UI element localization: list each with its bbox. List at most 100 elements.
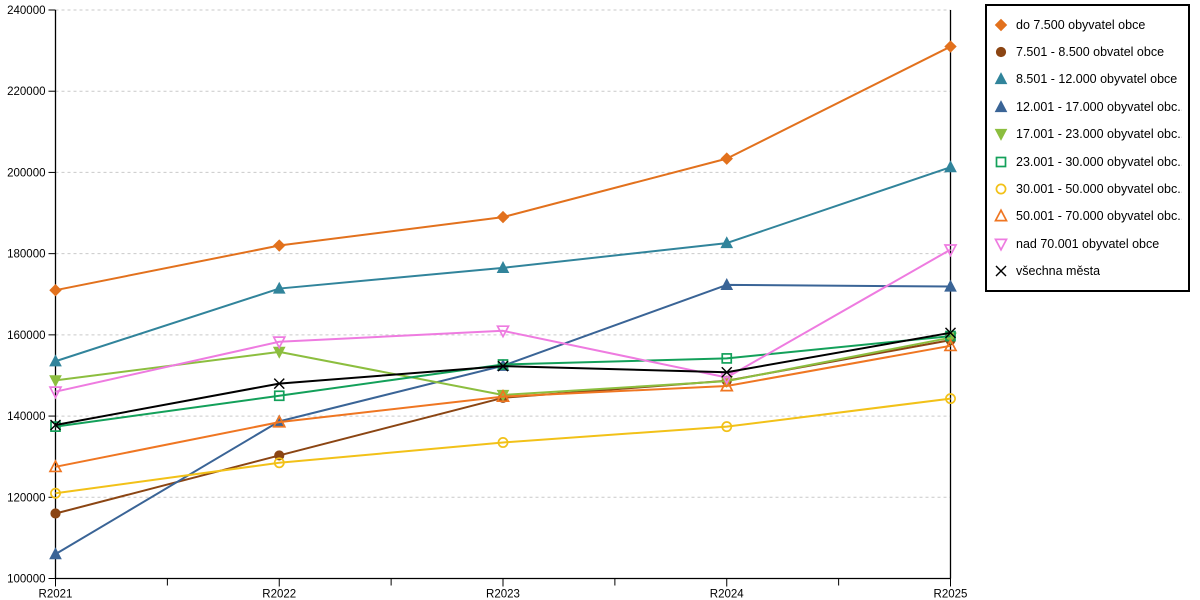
series-marker [273, 378, 285, 390]
legend-marker-shape [995, 265, 1007, 277]
legend-label: 23.001 - 30.000 obyvatel obc... [1016, 154, 1182, 169]
x-axis-label: R2021 [39, 589, 73, 600]
legend-item-1: 7.501 - 8.500 obvatel obce [993, 39, 1182, 65]
legend-label: 17.001 - 23.000 obyvatel obc... [1016, 127, 1182, 142]
series-marker [945, 327, 956, 339]
series-marker [721, 421, 733, 433]
series-marker [273, 390, 285, 402]
legend-marker-triangle [993, 71, 1011, 87]
series-marker [273, 457, 285, 469]
series-marker [49, 547, 62, 560]
legend-item-5: 23.001 - 30.000 obyvatel obc... [993, 149, 1182, 175]
series-marker [50, 421, 61, 432]
legend-marker-glyph [995, 183, 1007, 195]
series-marker [48, 459, 63, 473]
series-0 [49, 40, 957, 297]
legend-marker-shape [994, 99, 1008, 112]
series-marker [273, 239, 286, 252]
y-axis-label: 220000 [7, 86, 45, 98]
legend-marker-open-triangle-down [993, 236, 1011, 252]
x-axis-label: R2023 [486, 589, 520, 600]
legend-item-3: 12.001 - 17.000 obyvatel obc... [993, 94, 1182, 120]
legend-item-7: 50.001 - 70.000 obyvatel obc... [993, 203, 1182, 229]
legend-item-0: do 7.500 obyvatel obce [993, 12, 1182, 38]
x-axis-label: R2025 [934, 589, 968, 600]
legend-marker-triangle-down [993, 126, 1011, 142]
legend-marker-triangle [993, 99, 1011, 115]
series-marker [50, 508, 61, 519]
legend-marker-open-square [993, 154, 1011, 170]
series-marker [272, 414, 287, 428]
series-marker [720, 278, 734, 291]
series-marker [50, 487, 61, 499]
legend-marker-glyph [995, 46, 1007, 58]
legend-item-9: všechna města [993, 258, 1182, 284]
series-marker [49, 283, 62, 297]
series-marker [497, 359, 509, 370]
series-line [55, 397, 951, 495]
legend-marker-shape [994, 72, 1008, 85]
series-marker [943, 338, 958, 352]
series-2 [49, 160, 957, 367]
y-axis-label: 140000 [7, 411, 45, 423]
legend-marker-shape [995, 156, 1007, 167]
series-marker [272, 336, 287, 350]
series-marker [944, 279, 957, 292]
series-line [55, 335, 951, 428]
legend-marker-shape [995, 183, 1007, 195]
series-marker [496, 388, 510, 403]
series-marker [496, 260, 510, 273]
series-marker [943, 244, 958, 258]
legend-marker-shape [995, 46, 1007, 58]
legend-marker-circle [993, 44, 1011, 60]
legend-marker-shape [994, 238, 1008, 252]
legend: do 7.500 obyvatel obce 7.501 - 8.500 obv… [985, 4, 1190, 292]
x-axis-label: R2024 [710, 589, 744, 600]
legend-marker-shape [994, 129, 1008, 142]
series-line [55, 344, 951, 468]
legend-marker-diamond [993, 17, 1011, 33]
legend-marker-glyph [994, 129, 1008, 142]
legend-marker-glyph [995, 265, 1007, 277]
legend-marker-shape [994, 18, 1008, 31]
legend-label: všechna města [1016, 264, 1101, 279]
series-marker [50, 419, 61, 431]
series-marker [944, 160, 957, 173]
y-axis-label: 200000 [7, 167, 45, 179]
legend-label: 7.501 - 8.500 obvatel obce [1016, 45, 1165, 60]
series-line [55, 248, 951, 393]
legend-marker-shape [994, 208, 1008, 222]
series-9 [50, 327, 956, 431]
series-5 [50, 330, 956, 432]
legend-marker-glyph [994, 99, 1008, 112]
series-marker [720, 236, 734, 249]
series-marker [49, 375, 62, 388]
series-marker [49, 354, 62, 367]
legend-marker-glyph [994, 18, 1008, 31]
series-7 [48, 338, 958, 473]
legend-marker-open-circle [993, 181, 1011, 197]
series-marker [496, 325, 510, 339]
series-marker [719, 378, 734, 392]
legend-label: nad 70.001 obyvatel obce [1016, 236, 1160, 251]
legend-item-4: 17.001 - 23.000 obyvatel obc... [993, 121, 1182, 147]
series-marker [945, 393, 956, 405]
series-marker [720, 152, 733, 165]
y-axis-label: 240000 [7, 5, 45, 17]
series-marker [272, 281, 286, 294]
series-8 [48, 244, 958, 400]
y-axis-label: 160000 [7, 330, 45, 342]
legend-item-6: 30.001 - 50.000 obyvatel obc... [993, 176, 1182, 202]
series-marker [497, 437, 509, 448]
legend-item-8: nad 70.001 obyvatel obce [993, 231, 1182, 257]
series-3 [49, 278, 957, 560]
legend-marker-open-triangle [993, 208, 1011, 224]
y-axis-label: 100000 [7, 574, 45, 586]
legend-label: 8.501 - 12.000 obyvatel obce [1016, 72, 1178, 87]
legend-item-2: 8.501 - 12.000 obyvatel obce [993, 66, 1182, 92]
y-axis-label: 180000 [7, 249, 45, 261]
series-marker [274, 450, 285, 461]
series-marker [496, 210, 510, 224]
series-marker [48, 386, 63, 400]
